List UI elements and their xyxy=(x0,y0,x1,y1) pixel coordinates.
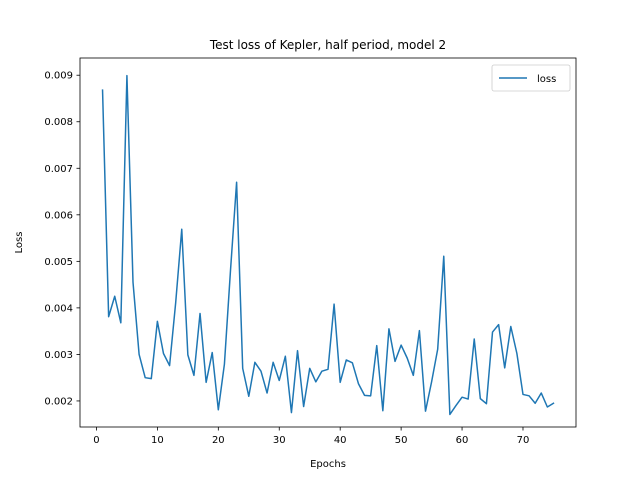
y-axis-label: Loss xyxy=(14,232,25,254)
legend-loss-label: loss xyxy=(537,74,556,85)
x-tick-label: 20 xyxy=(212,435,225,446)
y-tick-label: 0.008 xyxy=(44,117,73,128)
x-tick-label: 60 xyxy=(456,435,469,446)
loss-series-line xyxy=(101,74,555,416)
x-tick-label: 70 xyxy=(517,435,530,446)
x-tick-label: 40 xyxy=(334,435,347,446)
legend: loss xyxy=(491,64,571,92)
y-tick-label: 0.009 xyxy=(44,71,73,82)
legend-box xyxy=(491,64,571,92)
axes-frame xyxy=(79,57,577,428)
y-tick-label: 0.002 xyxy=(44,396,73,407)
y-axis-ticks: 0.002 0.003 0.004 0.005 0.006 0.007 0.008 0.009 xyxy=(44,71,80,407)
y-tick-label: 0.004 xyxy=(44,303,73,314)
x-tick-label: 0 xyxy=(93,435,99,446)
x-tick-label: 50 xyxy=(395,435,408,446)
chart-title: Test loss of Kepler, half period, model … xyxy=(209,38,446,52)
x-tick-label: 30 xyxy=(273,435,286,446)
y-tick-label: 0.005 xyxy=(44,257,73,268)
y-tick-label: 0.003 xyxy=(44,350,73,361)
y-tick-label: 0.006 xyxy=(44,210,73,221)
y-tick-label: 0.007 xyxy=(44,164,73,175)
x-tick-label: 10 xyxy=(151,435,164,446)
x-axis-label: Epochs xyxy=(310,459,346,470)
x-axis-ticks: 0 10 20 30 40 50 60 70 xyxy=(93,427,529,446)
